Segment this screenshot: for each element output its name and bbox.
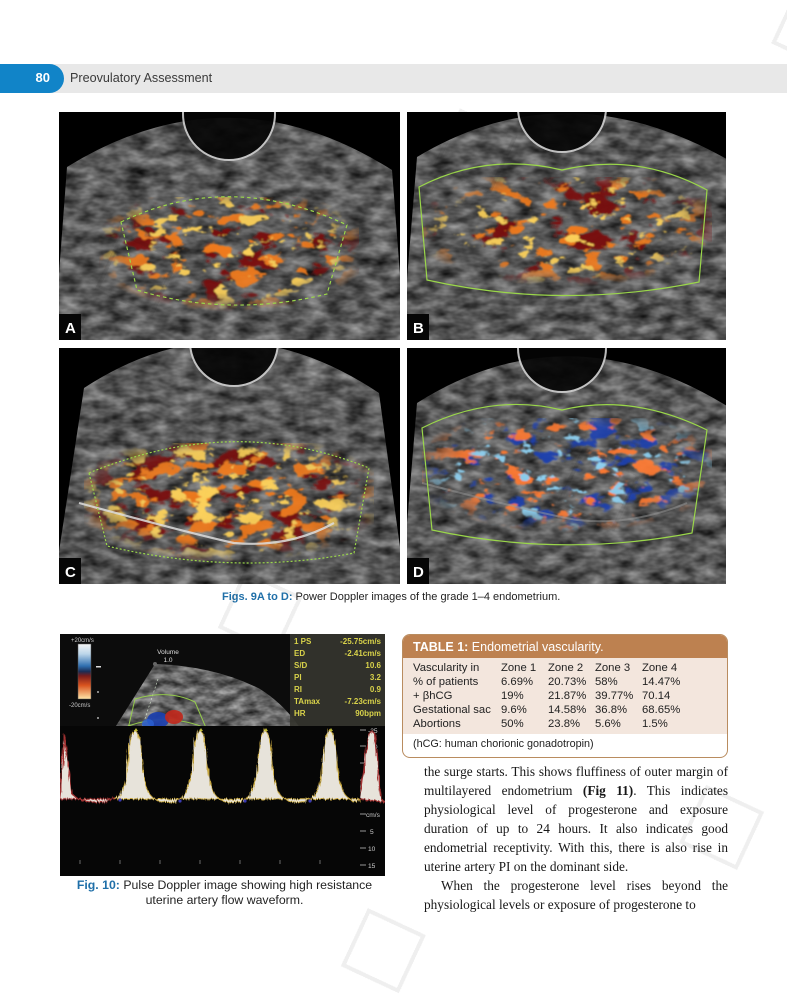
svg-text:-7.23cm/s: -7.23cm/s	[345, 697, 382, 706]
svg-text:PI: PI	[294, 673, 302, 682]
svg-text:10.6: 10.6	[365, 661, 381, 670]
svg-text:5: 5	[370, 829, 374, 836]
svg-text:D: D	[413, 564, 424, 581]
svg-text:90bpm: 90bpm	[355, 709, 381, 718]
svg-text:-2.41cm/s: -2.41cm/s	[345, 649, 382, 658]
svg-text:RI: RI	[294, 685, 302, 694]
svg-text:cm/s: cm/s	[366, 812, 381, 819]
svg-text:+20cm/s: +20cm/s	[71, 638, 94, 644]
svg-text:TAmax: TAmax	[294, 697, 321, 706]
svg-text:S/D: S/D	[294, 661, 308, 670]
svg-text:0.9: 0.9	[370, 685, 382, 694]
svg-text:C: C	[65, 564, 76, 581]
svg-text:B: B	[413, 320, 424, 337]
svg-text:-20cm/s: -20cm/s	[69, 703, 90, 709]
svg-text:3.2: 3.2	[370, 673, 382, 682]
svg-text:1.0: 1.0	[163, 657, 172, 664]
svg-text:10: 10	[368, 846, 376, 853]
svg-text:-25.75cm/s: -25.75cm/s	[340, 637, 381, 646]
svg-text:HR: HR	[294, 709, 306, 718]
svg-text:15: 15	[368, 863, 376, 870]
svg-text:A: A	[65, 320, 76, 337]
svg-text:Volume: Volume	[157, 649, 179, 656]
svg-text:1 PS: 1 PS	[294, 637, 312, 646]
svg-text:ED: ED	[294, 649, 305, 658]
